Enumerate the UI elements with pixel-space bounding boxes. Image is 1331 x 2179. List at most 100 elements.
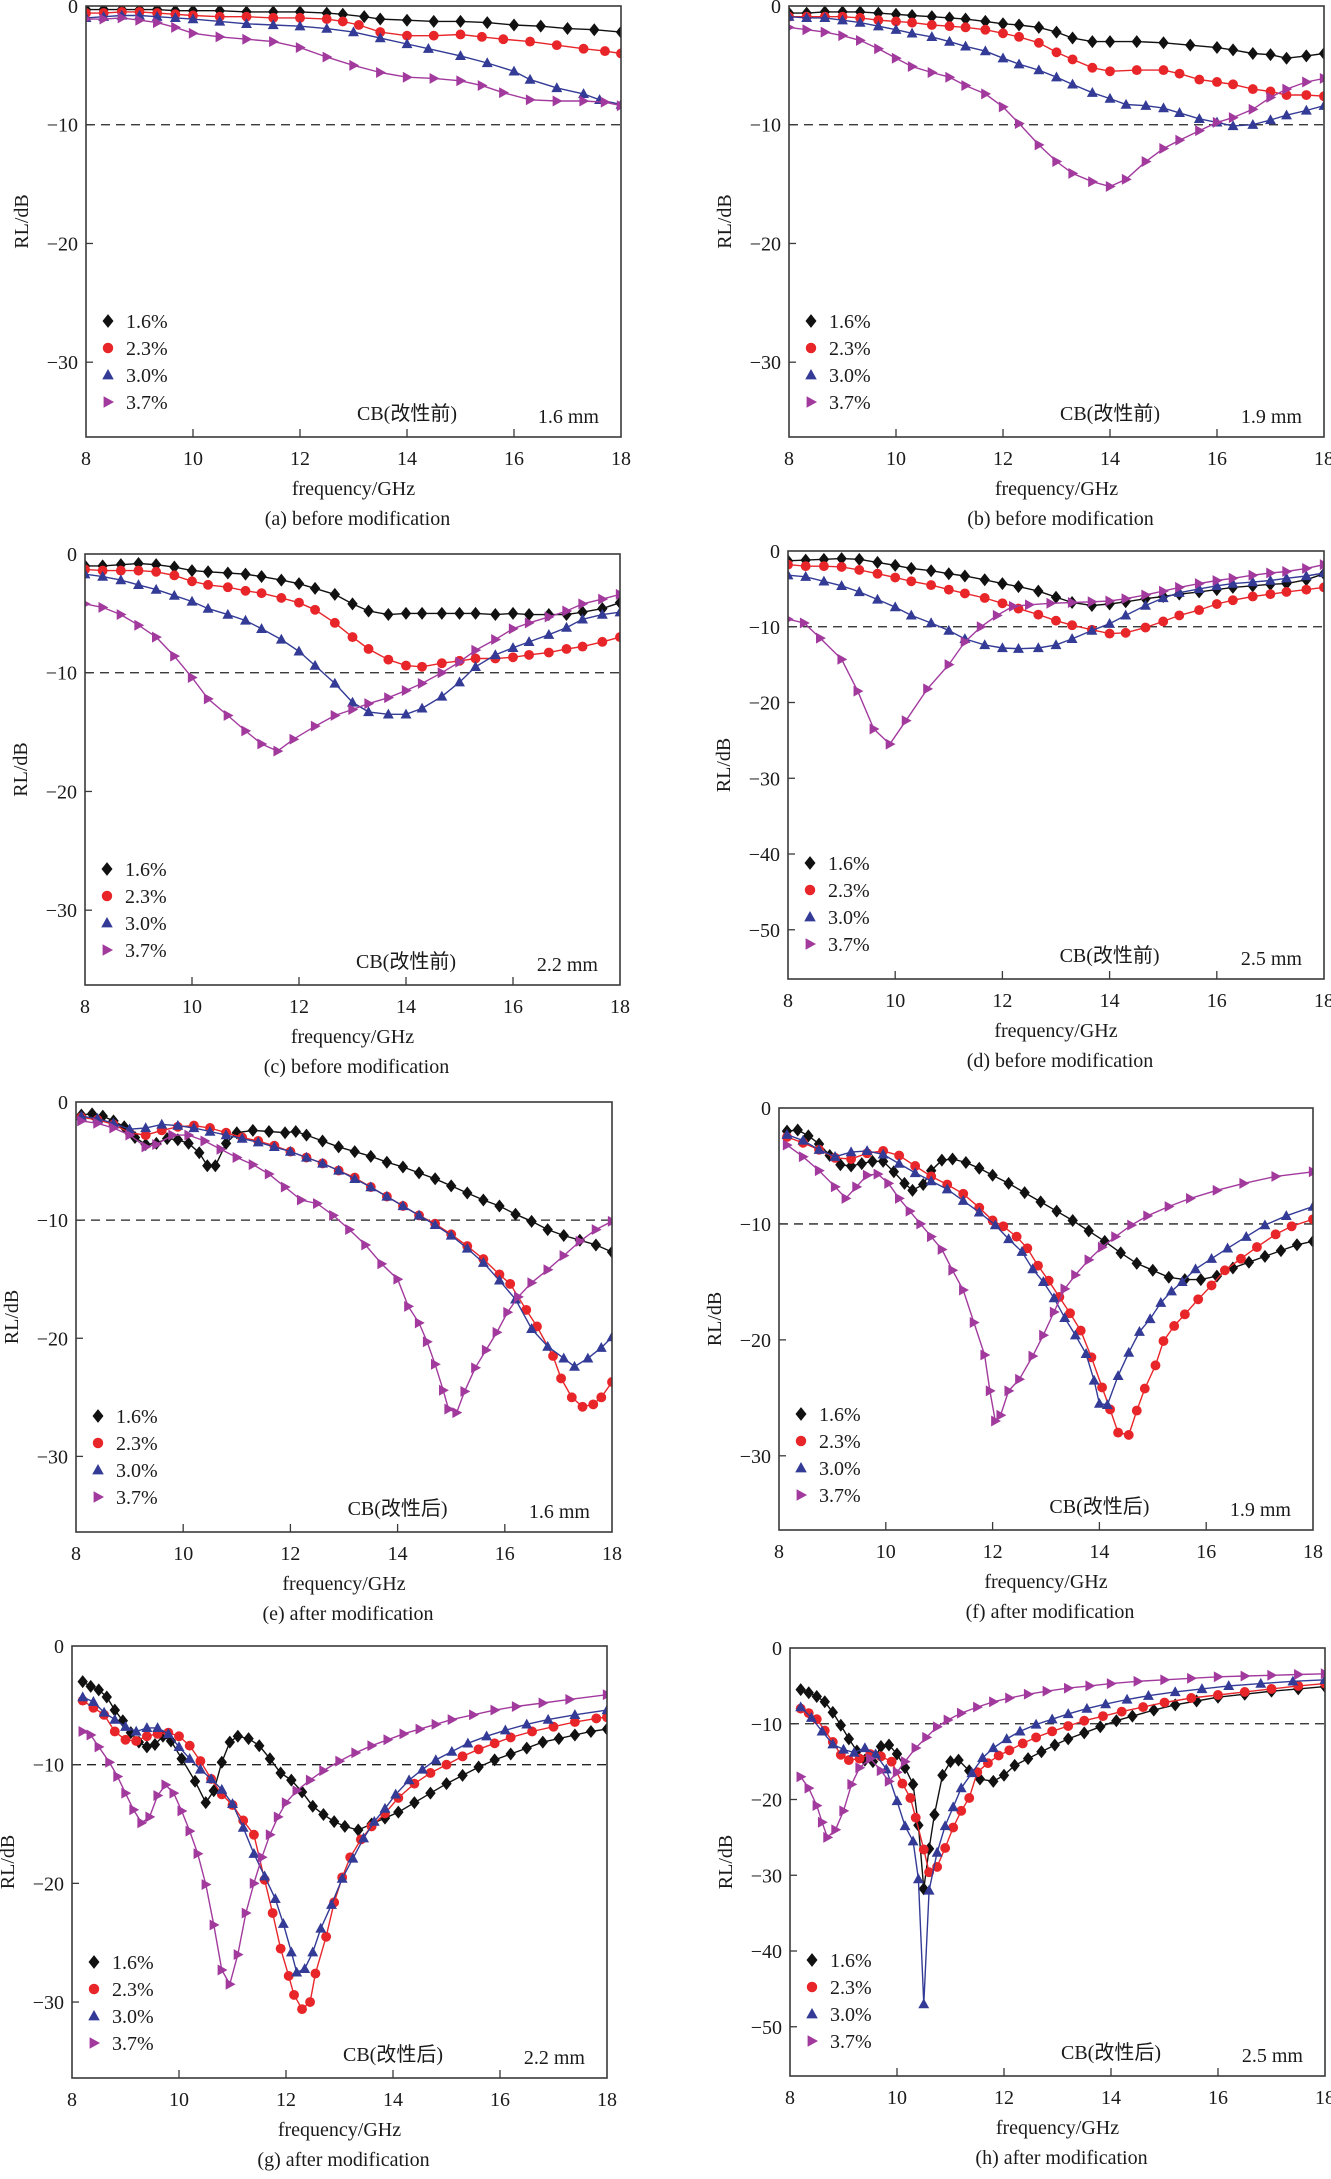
- data-point: [901, 715, 912, 727]
- legend-label: 2.3%: [828, 880, 870, 902]
- data-point: [1307, 1200, 1313, 1211]
- x-tick-label: 16: [1207, 448, 1227, 470]
- thickness-label: 2.5 mm: [1242, 2045, 1304, 2067]
- x-tick-label: 12: [280, 1543, 300, 1565]
- data-point: [301, 1151, 312, 1162]
- data-point: [1185, 38, 1196, 52]
- legend-marker: [89, 2037, 101, 2049]
- data-point: [134, 619, 145, 631]
- data-point: [1009, 1758, 1020, 1772]
- data-point: [1086, 86, 1098, 97]
- data-point: [1301, 90, 1312, 100]
- data-point: [1067, 1213, 1078, 1227]
- data-point: [1247, 576, 1259, 587]
- data-point: [1212, 575, 1223, 587]
- data-point: [151, 631, 162, 643]
- data-point: [800, 561, 811, 572]
- data-point: [524, 617, 535, 629]
- data-point: [1104, 92, 1116, 103]
- data-point: [1286, 1221, 1297, 1232]
- series-3-0pct: [795, 1674, 1325, 2009]
- data-point: [97, 1109, 108, 1123]
- legend-label: 3.7%: [829, 392, 871, 414]
- x-axis-label: frequency/GHz: [282, 1573, 405, 1595]
- data-point: [383, 1734, 394, 1746]
- data-point: [944, 35, 955, 46]
- legend-label: 3.0%: [828, 907, 870, 929]
- data-point: [482, 16, 493, 30]
- data-point: [891, 1747, 903, 1761]
- data-point: [335, 1755, 346, 1767]
- data-point: [973, 1206, 985, 1217]
- data-point: [257, 1851, 268, 1863]
- data-point: [514, 1291, 524, 1303]
- data-point: [961, 80, 972, 92]
- legend-marker: [806, 1953, 818, 1967]
- legend-label: 1.6%: [819, 1404, 861, 1426]
- legend-label: 1.6%: [116, 1406, 158, 1428]
- data-point: [1142, 1690, 1154, 1700]
- data-point: [1105, 66, 1115, 77]
- data-point: [788, 559, 793, 570]
- data-point: [1302, 76, 1313, 88]
- data-point: [256, 570, 267, 584]
- data-point: [416, 702, 428, 713]
- legend-label: 1.6%: [126, 311, 168, 333]
- data-point: [905, 1793, 916, 1803]
- data-point: [413, 1166, 425, 1180]
- x-tick-label: 10: [173, 1543, 193, 1565]
- data-point: [544, 611, 555, 623]
- data-point: [1051, 1204, 1062, 1218]
- data-point: [347, 696, 358, 707]
- data-point: [926, 580, 937, 591]
- data-point: [1187, 1672, 1197, 1684]
- x-tick-label: 16: [1207, 990, 1227, 1012]
- data-point: [969, 1317, 980, 1328]
- data-point: [891, 16, 901, 27]
- legend-label: 3.0%: [819, 1458, 861, 1480]
- data-point: [489, 1753, 500, 1767]
- y-tick-label: −10: [749, 617, 780, 639]
- data-point: [910, 1812, 921, 1823]
- data-point: [428, 14, 439, 28]
- data-point: [1085, 1680, 1096, 1692]
- data-point: [1060, 1283, 1071, 1295]
- data-point: [958, 1188, 969, 1199]
- data-point: [1140, 622, 1151, 633]
- data-point: [1160, 1674, 1171, 1686]
- data-point: [268, 1141, 280, 1152]
- data-point: [1248, 569, 1259, 581]
- data-point: [232, 1152, 243, 1163]
- data-point: [329, 587, 341, 601]
- data-point: [521, 1741, 532, 1755]
- y-tick-label: −30: [33, 1992, 64, 2014]
- data-point: [1105, 595, 1116, 607]
- data-point: [401, 685, 412, 697]
- data-point: [1159, 143, 1170, 154]
- legend-label: 3.7%: [125, 940, 167, 962]
- legend-label: 2.3%: [829, 338, 871, 360]
- data-point: [890, 572, 901, 583]
- legend: 1.6% 2.3% 3.0% 3.7%: [101, 859, 167, 962]
- data-point: [852, 1181, 863, 1193]
- data-point: [596, 608, 608, 619]
- data-point: [1016, 1246, 1028, 1256]
- legend-marker: [92, 1437, 104, 1449]
- data-point: [490, 608, 501, 622]
- data-point: [347, 632, 358, 643]
- data-point: [1127, 1709, 1138, 1723]
- data-point: [1046, 1713, 1058, 1724]
- data-point: [979, 639, 991, 650]
- data-point: [561, 644, 572, 654]
- data-point: [1319, 1674, 1325, 1684]
- data-point: [925, 1175, 937, 1186]
- data-point: [885, 738, 896, 750]
- data-point: [280, 1181, 291, 1193]
- data-point: [960, 22, 971, 33]
- data-point: [210, 1159, 221, 1173]
- data-point: [330, 710, 341, 721]
- data-point: [481, 57, 493, 68]
- x-axis-label: frequency/GHz: [995, 478, 1118, 500]
- series-1-6pct: [789, 6, 1324, 65]
